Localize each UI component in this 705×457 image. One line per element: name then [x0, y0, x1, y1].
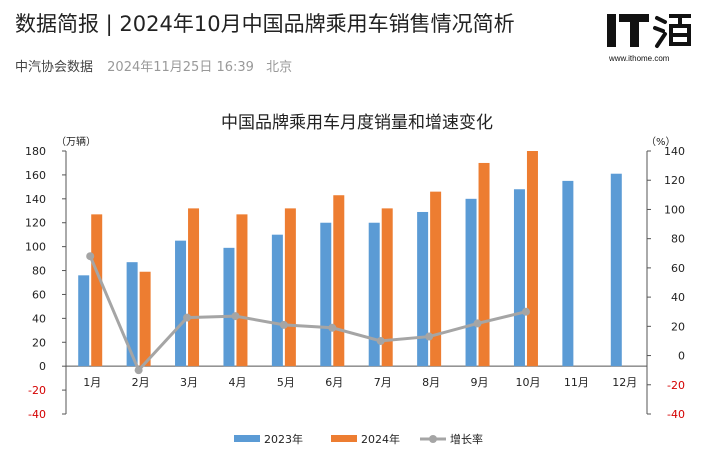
growth-point — [183, 313, 192, 322]
legend-marker-增长率 — [429, 435, 437, 443]
category-label: 11月 — [564, 376, 589, 389]
ithome-logo-url: www.ithome.com — [609, 54, 670, 63]
article-timestamp: 2024年11月25日 16:39 — [107, 60, 254, 75]
bar-2024年-5月 — [284, 208, 296, 367]
growth-point — [231, 312, 240, 321]
growth-point — [425, 332, 434, 341]
bar-2024年-9月 — [478, 162, 490, 367]
bar-2023年-9月 — [465, 198, 477, 367]
ithome-logo-mark — [607, 14, 691, 48]
right-tick-label: 60 — [671, 262, 685, 275]
left-tick-label: 140 — [25, 193, 46, 206]
right-tick-label: -40 — [667, 408, 685, 421]
right-tick-label: -20 — [667, 379, 685, 392]
legend-label-增长率: 增长率 — [450, 432, 483, 446]
chart-legend: 2023年 2024年 增长率 — [234, 432, 483, 446]
bar-2023年-7月 — [368, 222, 380, 367]
bar-2023年-10月 — [513, 189, 525, 367]
growth-point — [376, 336, 385, 345]
bar-2024年-7月 — [381, 208, 393, 367]
category-label: 10月 — [515, 376, 540, 389]
bar-2024年-4月 — [236, 214, 248, 367]
category-label: 6月 — [325, 376, 343, 389]
right-tick-label: 80 — [671, 233, 685, 246]
right-tick-label: 140 — [664, 145, 685, 158]
right-tick-label: 0 — [678, 350, 685, 363]
bar-2023年-8月 — [417, 211, 429, 367]
legend-swatch-2024年 — [331, 435, 357, 442]
left-tick-label: 120 — [25, 217, 46, 230]
category-label: 1月 — [83, 376, 101, 389]
legend-label-2024年: 2024年 — [361, 432, 400, 446]
right-axis-unit: （%） — [646, 136, 676, 148]
category-label: 9月 — [471, 376, 489, 389]
left-axis-ticks: -40 -20 0 20 40 60 80 100 120 140 160 180 — [25, 145, 66, 421]
article-headline: 数据简报 | 2024年10月中国品牌乘用车销售情况简析 — [15, 12, 515, 36]
bar-2024年-10月 — [526, 151, 538, 367]
left-tick-label: 60 — [32, 288, 46, 301]
category-label: 5月 — [277, 376, 295, 389]
left-tick-label: 160 — [25, 169, 46, 182]
growth-point — [328, 323, 337, 332]
legend-swatch-2023年 — [234, 435, 260, 442]
left-tick-label: 100 — [25, 241, 46, 254]
left-tick-label: 80 — [32, 265, 46, 278]
right-axis-ticks: -40 -20 0 20 40 60 80 100 120 140 — [647, 145, 685, 421]
bar-2023年-5月 — [271, 234, 283, 367]
article-location: 北京 — [266, 60, 293, 75]
growth-point — [134, 366, 143, 375]
chart-axes — [65, 151, 648, 414]
category-label: 12月 — [612, 376, 637, 389]
left-axis-unit: （万辆） — [56, 135, 96, 148]
left-tick-label: 180 — [25, 145, 46, 158]
chart-bars — [78, 151, 622, 367]
bar-2024年-2月 — [139, 271, 151, 367]
growth-point — [279, 320, 288, 329]
bar-2024年-6月 — [333, 195, 345, 367]
legend-label-2023年: 2023年 — [264, 432, 303, 446]
bar-2023年-3月 — [175, 240, 187, 367]
bar-2023年-6月 — [320, 222, 332, 367]
right-tick-label: 20 — [671, 320, 685, 333]
ithome-logo: www.ithome.com — [605, 10, 697, 70]
article-source[interactable]: 中汽协会数据 — [15, 60, 94, 75]
growth-point — [521, 307, 530, 316]
category-label: 7月 — [374, 376, 392, 389]
chart-title: 中国品牌乘用车月度销量和增速变化 — [221, 113, 493, 133]
right-tick-label: 40 — [671, 291, 685, 304]
bar-2024年-1月 — [91, 214, 103, 367]
left-tick-label: -40 — [28, 408, 46, 421]
bar-2023年-11月 — [562, 180, 574, 367]
left-tick-label: 40 — [32, 312, 46, 325]
article-meta: 中汽协会数据 2024年11月25日 16:39 北京 — [15, 56, 292, 75]
category-label: 2月 — [132, 376, 150, 389]
left-tick-label: 20 — [32, 336, 46, 349]
growth-line — [86, 252, 530, 375]
bar-2024年-8月 — [430, 191, 442, 367]
sales-chart: 中国品牌乘用车月度销量和增速变化 （万辆） （%） -40 -20 0 20 40 60 8… — [25, 113, 685, 446]
bar-2023年-2月 — [126, 262, 138, 367]
category-label: 8月 — [422, 376, 440, 389]
category-labels: 1月 2月 3月 4月 5月 6月 7月 8月 9月 10月 11月 12月 — [83, 376, 637, 389]
growth-line-path — [88, 255, 527, 373]
bar-2024年-3月 — [188, 208, 200, 367]
left-tick-label: 0 — [39, 360, 46, 373]
bar-2023年-12月 — [610, 173, 622, 367]
right-tick-label: 120 — [664, 174, 685, 187]
growth-point — [86, 252, 95, 261]
category-label: 4月 — [228, 376, 246, 389]
category-label: 3月 — [180, 376, 198, 389]
left-tick-label: -20 — [28, 384, 46, 397]
growth-point — [473, 319, 482, 328]
bar-2023年-4月 — [223, 247, 235, 367]
right-tick-label: 100 — [664, 203, 685, 216]
bar-2023年-1月 — [78, 275, 90, 367]
